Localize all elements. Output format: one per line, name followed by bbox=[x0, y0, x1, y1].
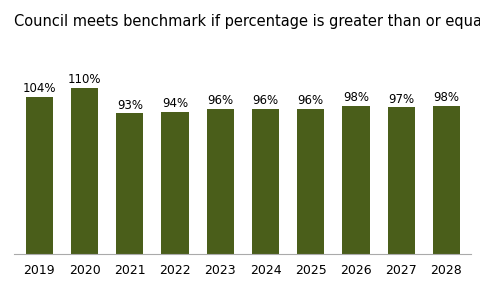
Text: 97%: 97% bbox=[387, 92, 413, 105]
Text: 110%: 110% bbox=[68, 73, 101, 86]
Bar bbox=[116, 114, 143, 254]
Bar bbox=[387, 108, 414, 254]
Bar bbox=[432, 106, 459, 254]
Text: 93%: 93% bbox=[117, 99, 143, 112]
Bar bbox=[342, 106, 369, 254]
Text: 98%: 98% bbox=[432, 91, 458, 104]
Text: 96%: 96% bbox=[297, 94, 323, 107]
Bar bbox=[252, 109, 278, 254]
Text: 94%: 94% bbox=[162, 97, 188, 110]
Bar bbox=[26, 97, 53, 254]
Bar bbox=[71, 88, 98, 254]
Text: 96%: 96% bbox=[207, 94, 233, 107]
Bar bbox=[161, 112, 188, 254]
Text: 98%: 98% bbox=[342, 91, 368, 104]
Text: 104%: 104% bbox=[23, 82, 56, 95]
Text: 96%: 96% bbox=[252, 94, 278, 107]
Bar bbox=[206, 109, 233, 254]
Bar bbox=[297, 109, 324, 254]
Text: Council meets benchmark if percentage is greater than or equal to 100%: Council meets benchmark if percentage is… bbox=[14, 14, 480, 29]
